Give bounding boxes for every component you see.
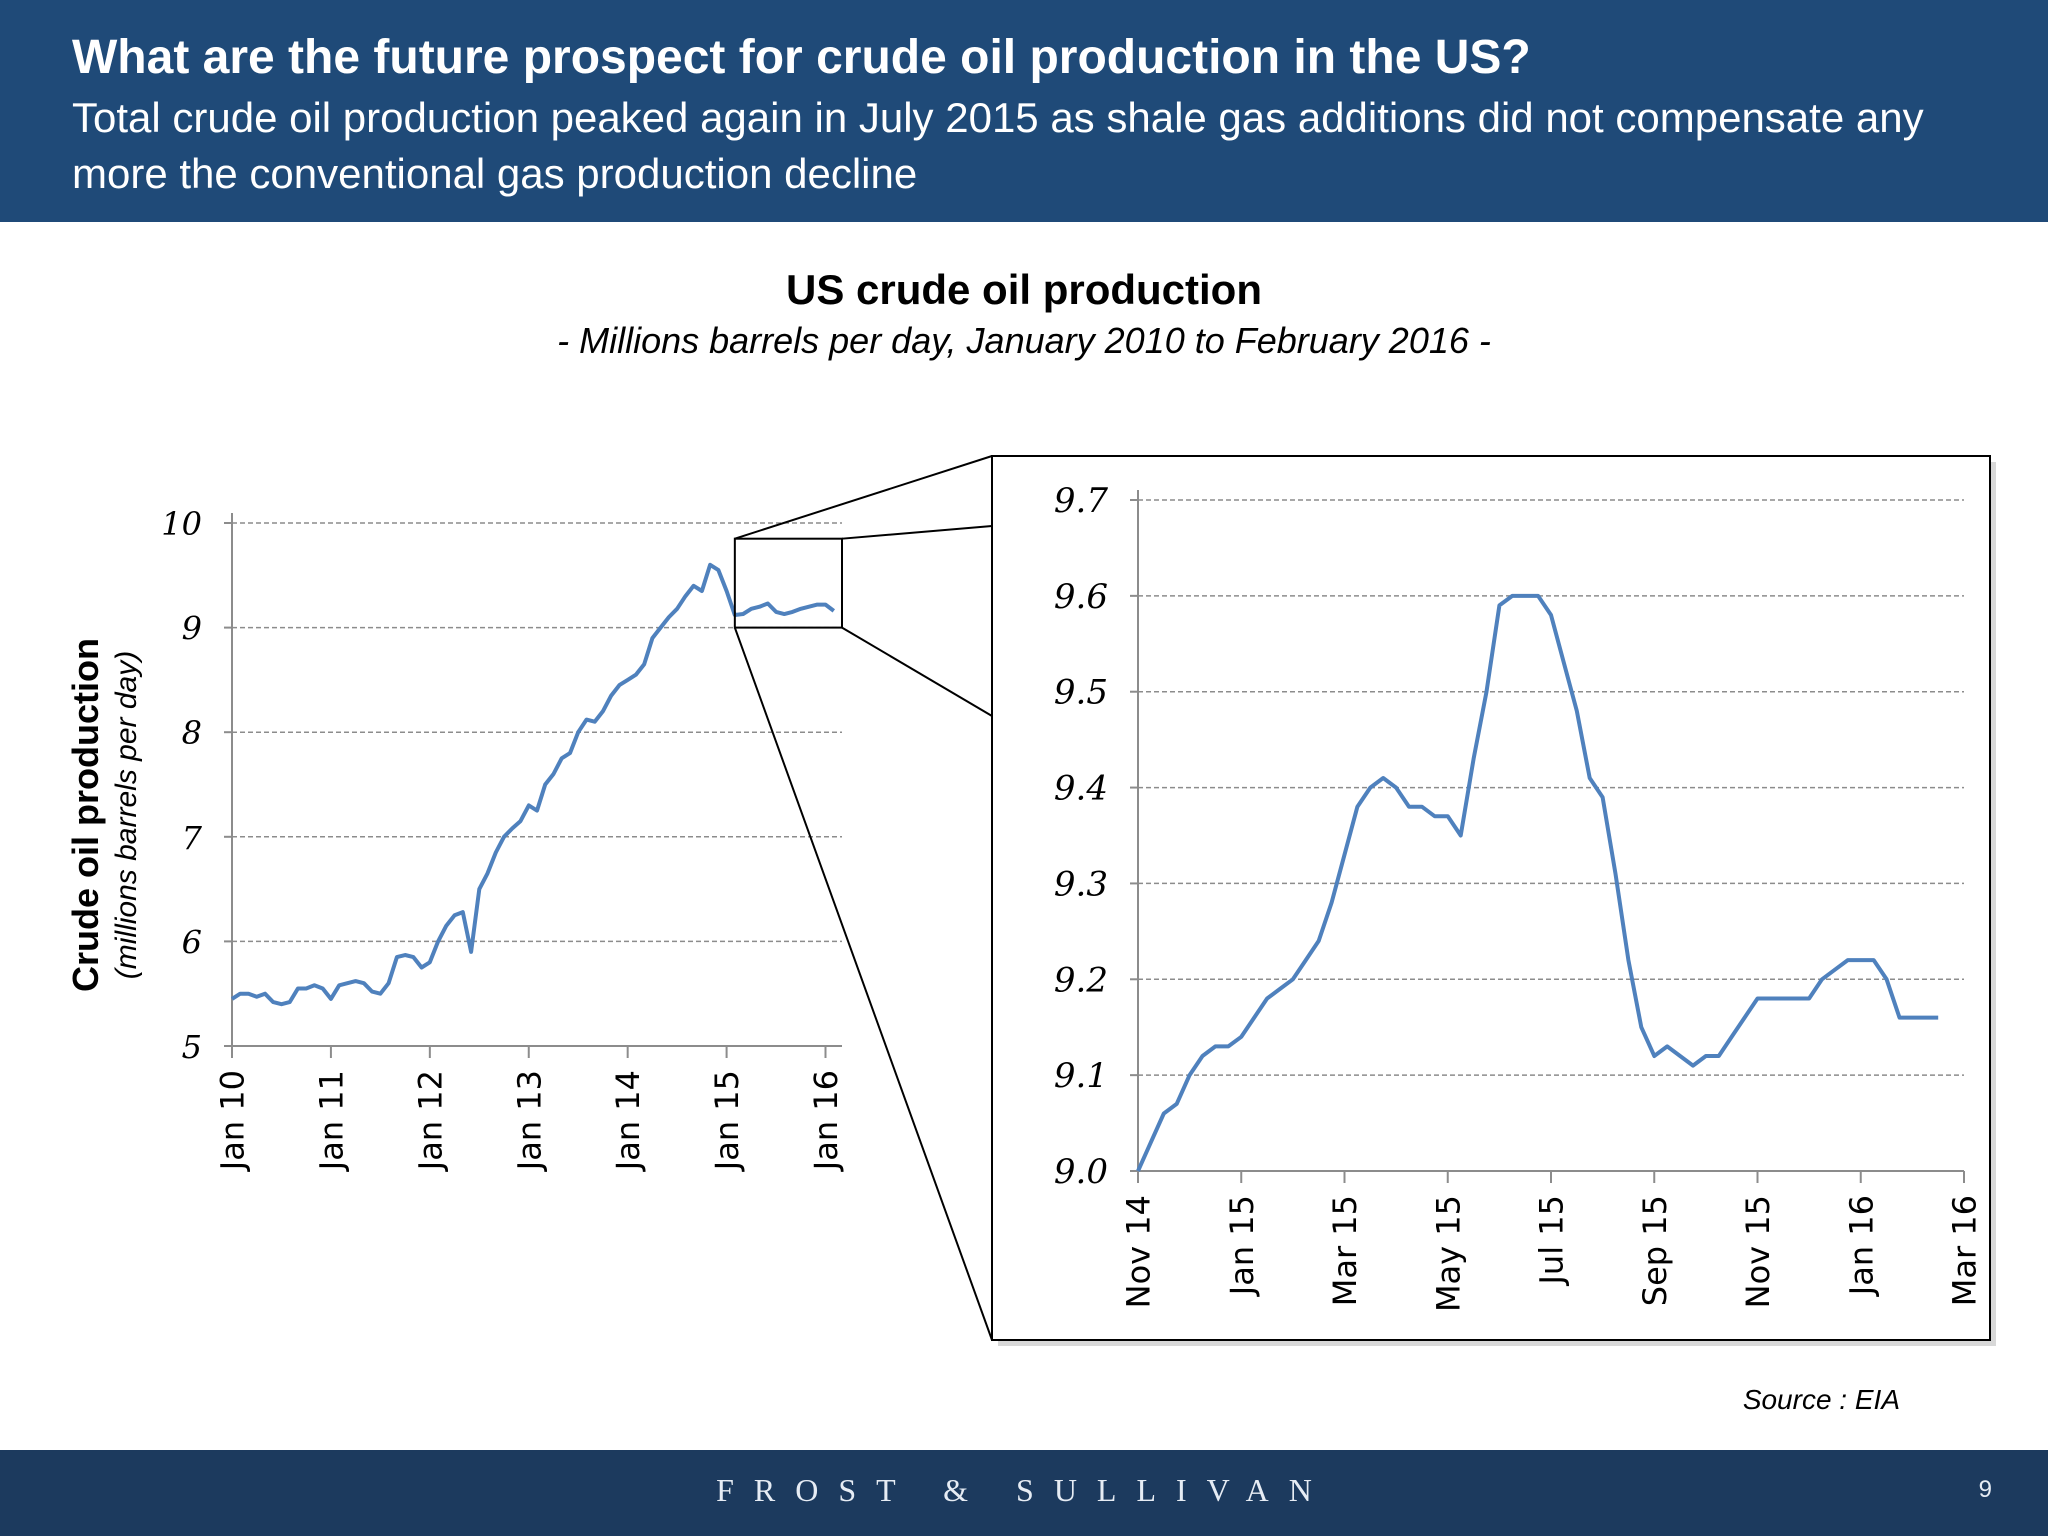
series-line (230, 562, 836, 1007)
page-title: What are the future prospect for crude o… (72, 31, 1531, 84)
y-tick-label: 9.1 (1054, 1056, 1108, 1096)
y-tick-label: 9 (182, 610, 202, 648)
series-line (1136, 593, 1939, 1172)
connector-line (841, 525, 993, 540)
y-axis-title: Crude oil production (65, 638, 106, 992)
zoom-highlight-box (733, 537, 843, 629)
x-tick-label: Jul 15 (1533, 1195, 1571, 1287)
footer-bar: FROST & SULLIVAN 9 (0, 1450, 2048, 1536)
y-tick-label: 9.4 (1054, 769, 1108, 809)
x-tick-label: Jan 15 (1223, 1195, 1261, 1297)
chart-title: US crude oil production (785, 266, 1262, 313)
page-subtitle: Total crude oil production peaked again … (72, 94, 1924, 197)
y-tick-label: 9.6 (1054, 577, 1108, 617)
connector-line (733, 627, 993, 1341)
header-banner: What are the future prospect for crude o… (0, 0, 2048, 222)
chart-zoom: 9.0 9.1 9.2 9.3 9.4 9.5 9.6 9.7 Nov 14 Jan 15 Mar … (1054, 481, 1984, 1312)
y-tick-label: 9.0 (1054, 1152, 1108, 1192)
x-tick-label: Nov 15 (1739, 1195, 1777, 1308)
x-tick-label: Mar 16 (1946, 1195, 1984, 1306)
y-tick-label: 7 (182, 819, 203, 857)
y-tick-label: 9.2 (1054, 960, 1108, 1000)
x-tick-label: Jan 10 (214, 1070, 252, 1172)
y-tick-label: 6 (182, 923, 202, 961)
chart-overview: 5 6 7 8 9 10 Jan 10 Jan 11 Jan 12 Jan 13 Jan 14 Jan… (161, 505, 845, 1172)
x-tick-label: Jan 16 (1842, 1195, 1880, 1297)
x-tick-label: Jan 12 (411, 1070, 449, 1172)
connector-line (841, 626, 993, 717)
x-tick-label: Mar 15 (1326, 1195, 1364, 1306)
x-tick-label: Nov 14 (1120, 1195, 1158, 1308)
brand-logo: FROST & SULLIVAN (716, 1472, 1332, 1508)
y-tick-label: 10 (161, 505, 202, 543)
connector-line (734, 455, 993, 540)
x-tick-label: Jan 16 (807, 1070, 845, 1172)
y-tick-label: 9.7 (1054, 481, 1108, 521)
page-number: 9 (1978, 1476, 1992, 1503)
x-tick-label: Sep 15 (1636, 1195, 1674, 1306)
chart-subtitle: - Millions barrels per day, January 2010… (557, 320, 1491, 361)
y-tick-label: 9.3 (1054, 864, 1108, 904)
x-tick-label: May 15 (1429, 1195, 1467, 1312)
x-tick-label: Jan 15 (708, 1070, 746, 1172)
zoom-panel (991, 455, 1991, 1341)
y-tick-label: 8 (182, 714, 202, 752)
x-tick-label: Jan 14 (609, 1070, 647, 1172)
y-axis-subtitle: (millions barrels per day) (110, 651, 143, 979)
y-tick-label: 5 (182, 1028, 202, 1066)
x-tick-label: Jan 13 (510, 1070, 548, 1172)
y-tick-label: 9.5 (1054, 673, 1108, 713)
x-tick-label: Jan 11 (312, 1070, 350, 1172)
source-note: Source : EIA (1742, 1384, 1900, 1415)
charts-canvas: 5 6 7 8 9 10 Jan 10 Jan 11 Jan 12 Jan 13 Jan 14 Jan… (65, 455, 1996, 1346)
